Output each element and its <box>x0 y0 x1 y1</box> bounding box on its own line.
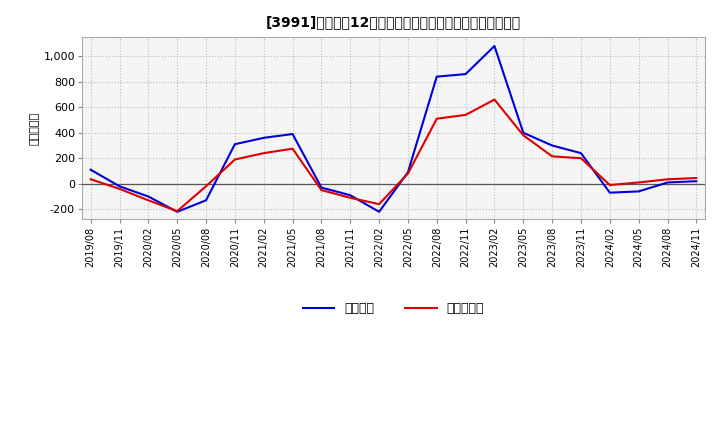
当期純利益 <box>692 176 701 181</box>
Legend: 経常利益, 当期純利益: 経常利益, 当期純利益 <box>303 302 484 315</box>
経常利益 <box>692 179 701 184</box>
経常利益 <box>86 167 95 172</box>
当期純利益 <box>577 156 585 161</box>
当期純利益 <box>606 183 614 188</box>
経常利益 <box>577 150 585 156</box>
当期純利益 <box>144 198 153 203</box>
経常利益 <box>259 135 268 140</box>
経常利益 <box>490 44 499 49</box>
経常利益 <box>404 170 413 175</box>
当期純利益 <box>548 154 557 159</box>
当期純利益 <box>404 171 413 176</box>
経常利益 <box>663 180 672 185</box>
当期純利益 <box>317 187 325 193</box>
当期純利益 <box>490 97 499 102</box>
Line: 経常利益: 経常利益 <box>91 46 696 212</box>
当期純利益 <box>259 150 268 156</box>
Title: [3991]　利益だ12か月移動合計の対前年同期増減額の推移: [3991] 利益だ12か月移動合計の対前年同期増減額の推移 <box>266 15 521 29</box>
経常利益 <box>317 185 325 190</box>
経常利益 <box>433 74 441 79</box>
当期純利益 <box>115 186 124 191</box>
経常利益 <box>375 209 384 214</box>
経常利益 <box>346 193 354 198</box>
経常利益 <box>462 71 470 77</box>
Y-axis label: （百万円）: （百万円） <box>30 112 40 145</box>
当期純利益 <box>634 180 643 185</box>
当期純利益 <box>462 112 470 117</box>
当期純利益 <box>202 183 210 189</box>
当期純利益 <box>346 195 354 200</box>
Line: 当期純利益: 当期純利益 <box>91 99 696 211</box>
当期純利益 <box>375 202 384 207</box>
経常利益 <box>115 183 124 189</box>
当期純利益 <box>288 146 297 151</box>
当期純利益 <box>230 157 239 162</box>
経常利益 <box>230 142 239 147</box>
当期純利益 <box>173 209 181 214</box>
当期純利益 <box>519 132 528 138</box>
経常利益 <box>288 132 297 137</box>
経常利益 <box>606 190 614 195</box>
経常利益 <box>202 198 210 203</box>
経常利益 <box>144 194 153 199</box>
経常利益 <box>173 209 181 214</box>
当期純利益 <box>86 176 95 182</box>
経常利益 <box>634 189 643 194</box>
当期純利益 <box>433 116 441 121</box>
経常利益 <box>548 143 557 148</box>
経常利益 <box>519 130 528 136</box>
当期純利益 <box>663 176 672 182</box>
